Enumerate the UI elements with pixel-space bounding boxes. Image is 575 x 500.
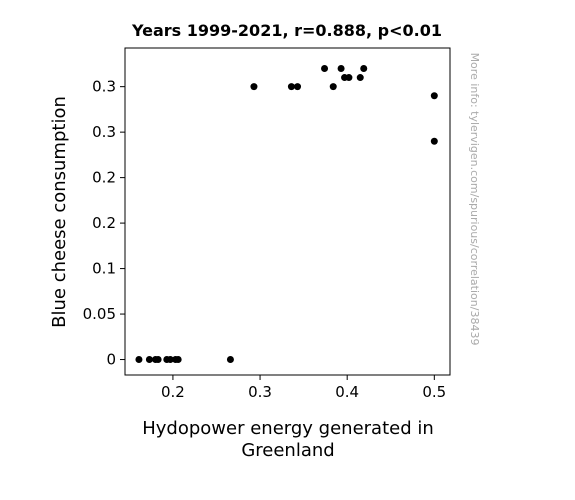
data-point [287, 83, 295, 91]
data-point [430, 137, 438, 145]
chart-title: Years 1999-2021, r=0.888, p<0.01 [131, 21, 442, 40]
x-tick-label: 0.2 [161, 383, 185, 401]
data-point [294, 83, 302, 91]
data-point [135, 356, 143, 364]
data-point [166, 356, 174, 364]
y-tick-label: 0.2 [92, 169, 116, 187]
y-tick-label: 0.3 [92, 78, 116, 96]
y-axis-label: Blue cheese consumption [49, 96, 70, 328]
plot-frame [124, 47, 451, 376]
y-tick-label: 0.2 [92, 214, 116, 232]
data-point [430, 92, 438, 100]
x-axis-label-line-2: Greenland [241, 440, 334, 461]
y-tick-label: 0.05 [83, 305, 116, 323]
data-point [329, 83, 337, 91]
y-tick-label: 0.1 [92, 260, 116, 278]
data-point [174, 356, 182, 364]
data-point [250, 83, 258, 91]
data-point [321, 64, 329, 72]
x-tick-label: 0.3 [248, 383, 272, 401]
data-point [145, 356, 153, 364]
watermark-text: More info: tylervigen.com/spurious/corre… [468, 53, 481, 346]
x-axis-label-line-1: Hydopower energy generated in [142, 418, 434, 439]
x-tick-label: 0.4 [335, 383, 359, 401]
data-point [360, 64, 368, 72]
data-point [337, 64, 345, 72]
x-tick-label: 0.5 [422, 383, 446, 401]
y-tick-label: 0 [106, 351, 116, 369]
data-point [226, 356, 234, 364]
y-tick-label: 0.3 [92, 123, 116, 141]
data-point [345, 74, 353, 82]
data-points [135, 64, 438, 364]
y-axis-ticks: 0 0.05 0.1 0.2 0.2 0.3 0.3 [83, 78, 125, 369]
data-point [154, 356, 162, 364]
data-point [356, 74, 364, 82]
plot-area: 0.2 0.3 0.4 0.5 0 0.05 0.1 0.2 0.2 0.3 0.3 [83, 47, 451, 401]
x-axis-ticks: 0.2 0.3 0.4 0.5 [161, 375, 446, 401]
